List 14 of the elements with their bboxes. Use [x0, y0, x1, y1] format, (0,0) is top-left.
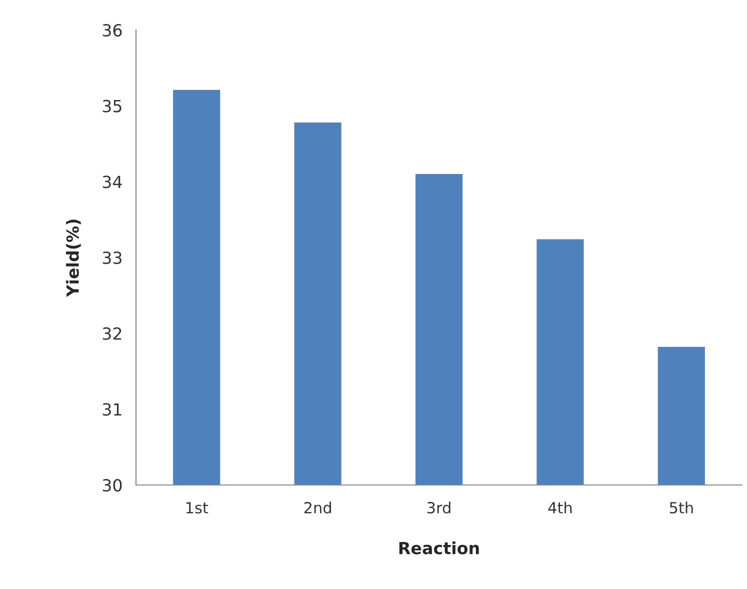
y-tick-label: 32 [102, 327, 122, 340]
x-axis-title: Reaction [399, 541, 479, 554]
x-tick-label: 5th [670, 502, 693, 514]
y-tick-label: 35 [102, 100, 122, 112]
y-axis-title: Yield(%) [66, 220, 81, 297]
y-tick-label: 36 [102, 24, 122, 37]
y-tick-label: 31 [102, 403, 122, 416]
y-tick-label: 34 [102, 176, 122, 188]
x-tick-label: 3rd [427, 502, 450, 514]
x-tick-label: 4th [548, 502, 572, 514]
y-tick-label: 30 [102, 478, 122, 492]
x-tick-label: 2nd [304, 502, 331, 514]
x-tick-label: 1st [186, 502, 208, 514]
y-tick-label: 33 [102, 251, 122, 264]
